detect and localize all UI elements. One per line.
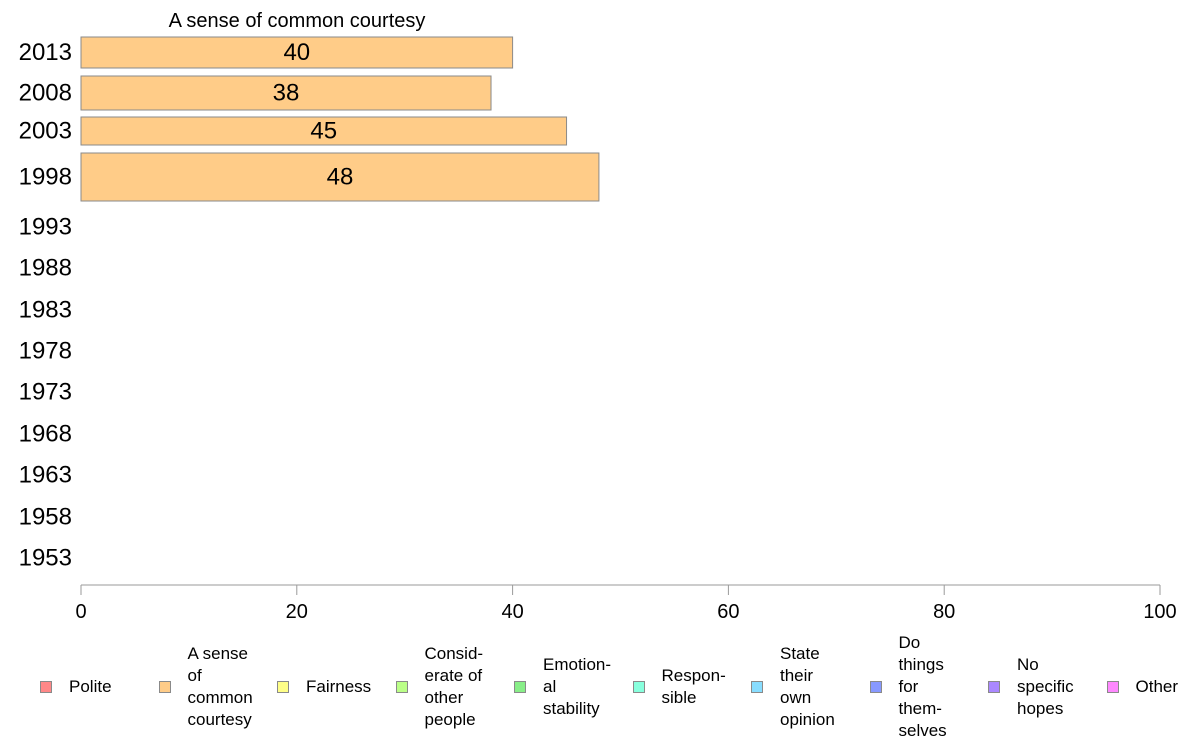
bar-value-label: 48 [327,164,354,191]
legend-swatch [632,681,645,693]
legend: Polite A sense of common courtesy Fairness… [0,633,1188,740]
x-tick-label: 80 [933,601,955,623]
legend-item: Emotion- al stability [514,640,611,734]
legend-label: Emotion- al stability [543,655,612,718]
legend-item: A sense of common courtesy [158,640,253,734]
legend-swatch [277,681,289,693]
legend-item: State their own opinion [751,640,835,734]
y-tick-label: 1983 [19,297,72,324]
y-tick-label: 1963 [19,462,72,489]
bar-value-label: 45 [310,118,337,145]
chart-title: A sense of common courtesy [169,10,426,32]
legend-item: Consid- erate of other people [395,640,484,734]
legend-swatch [40,681,52,693]
x-tick-label: 20 [286,601,308,623]
y-tick-label: 2013 [19,39,72,66]
legend-item: Polite [40,640,112,734]
legend-swatch [751,681,763,693]
y-tick-label: 1988 [19,255,72,282]
legend-swatch [158,681,171,693]
y-tick-label: 1953 [19,545,72,572]
legend-item: Respon- sible [632,640,726,734]
legend-item: Fairness [277,640,371,734]
y-tick-label: 1993 [19,214,72,241]
legend-swatch [514,681,526,693]
y-tick-label: 1973 [19,379,72,406]
legend-label: A sense of common courtesy [187,644,253,729]
y-tick-label: 1968 [19,421,72,448]
bar-2008 [80,75,492,111]
x-tick-label: 0 [75,601,86,623]
bar-1998 [80,152,600,202]
bar-value-label: 40 [283,39,310,66]
legend-swatch [1106,681,1119,693]
legend-label: Other [1135,677,1179,696]
legend-swatch [869,681,882,693]
legend-item: Other [1106,640,1179,734]
legend-label: Do things for them- selves [898,633,947,740]
y-tick-label: 1978 [19,338,72,365]
legend-item: Do things for them- selves [869,633,947,740]
bar-chart: A sense of common courtesy 2013 40 2008 38 2… [19,10,1177,623]
legend-label: Consid- erate of other people [424,644,484,729]
legend-item: No specific hopes [988,640,1074,734]
x-tick-label: 60 [717,601,739,623]
legend-label: No specific hopes [1017,655,1074,718]
y-tick-label: 2003 [19,118,72,145]
legend-label: State their own opinion [780,644,835,729]
y-tick-label: 2008 [19,80,72,107]
legend-label: Polite [69,677,112,696]
bar-2013 [80,36,514,69]
y-tick-label: 1958 [19,504,72,531]
x-tick-label: 100 [1143,601,1176,623]
legend-label: Fairness [306,677,372,696]
x-tick-label: 40 [501,601,523,623]
legend-swatch [988,681,1000,693]
bar-2003 [80,116,568,146]
legend-swatch [395,681,408,693]
y-tick-label: 1998 [19,164,72,191]
legend-label: Respon- sible [661,666,726,707]
bar-value-label: 38 [273,80,300,107]
